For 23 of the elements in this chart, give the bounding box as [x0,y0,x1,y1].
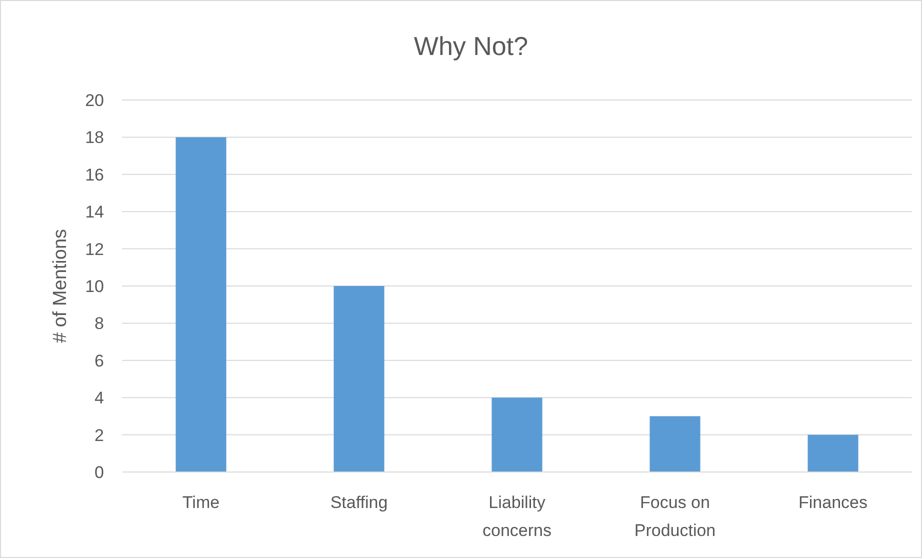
y-tick-label: 12 [85,240,104,259]
y-tick-label: 16 [85,165,104,184]
y-tick-label: 4 [94,388,104,408]
y-tick-label: 2 [94,426,104,445]
y-tick-label: 14 [85,202,104,222]
bar [808,434,858,472]
y-tick-label: 0 [94,462,104,482]
bar [176,137,226,472]
x-tick-label: Liability concerns [482,493,552,540]
y-tick-label: 20 [85,90,104,110]
y-tick-label: 8 [94,314,104,334]
y-axis-title: # of Mentions [50,228,71,344]
x-tick-label: Finances [798,493,868,512]
x-tick-label: Time [182,493,220,512]
x-tick-label: Staffing [330,493,388,512]
y-tick-label: 18 [85,128,104,148]
bar [650,416,700,472]
chart-title: Why Not? [414,31,528,61]
y-tick-label: 6 [94,351,104,370]
bar [492,398,542,472]
y-tick-label: 10 [85,276,104,296]
bar [334,286,384,472]
x-tick-label: Focus on Production [634,493,716,540]
